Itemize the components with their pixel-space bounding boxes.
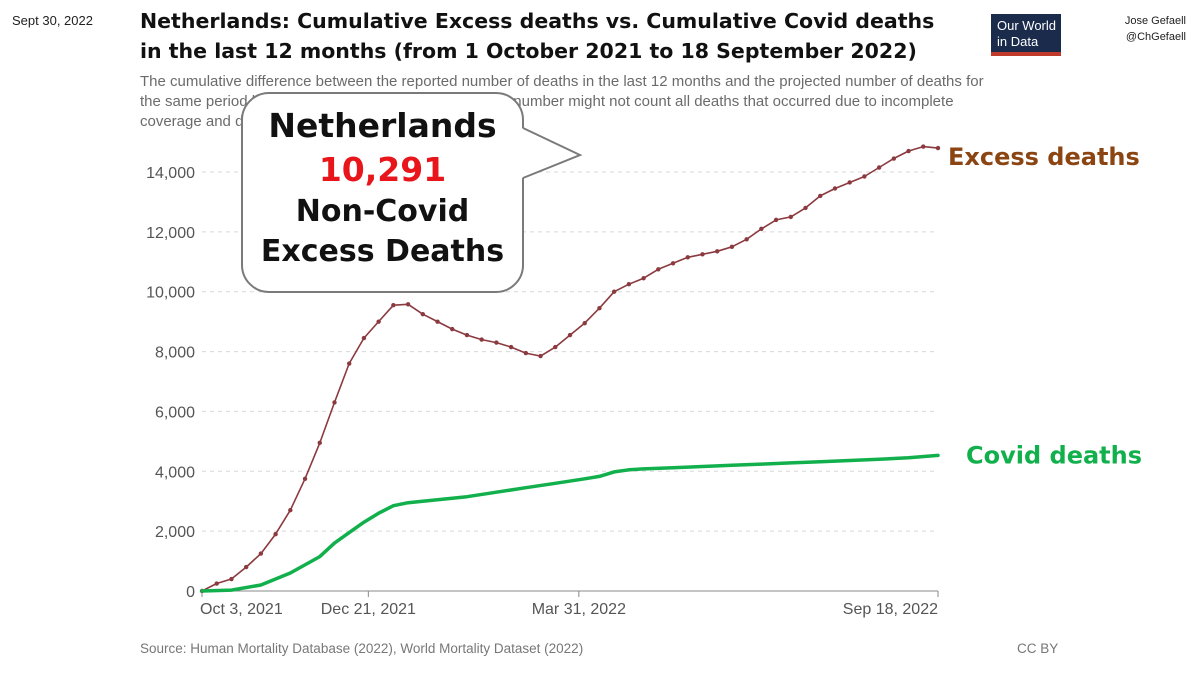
excess-deaths-point — [538, 353, 543, 359]
author-credit: Jose Gefaell @ChGefaell — [1125, 13, 1186, 45]
y-tick-label: 12,000 — [146, 225, 195, 242]
x-tick-label: Dec 21, 2021 — [321, 601, 416, 618]
excess-deaths-point — [479, 337, 484, 342]
excess-deaths-point — [464, 332, 470, 338]
date-label: Sept 30, 2022 — [12, 13, 93, 28]
callout-line-4: Excess Deaths — [260, 234, 505, 269]
excess-deaths-point — [435, 319, 440, 324]
excess-deaths-point — [773, 217, 779, 223]
excess-deaths-point — [376, 319, 381, 324]
author-name: Jose Gefaell — [1124, 15, 1186, 27]
excess-deaths-point — [420, 311, 425, 317]
excess-deaths-point — [847, 180, 852, 185]
excess-deaths-point — [626, 282, 632, 287]
callout-bubble: Netherlands 10,291 Non-Covid Excess Deat… — [241, 92, 524, 293]
excess-deaths-point — [832, 186, 838, 191]
excess-deaths-point — [582, 320, 587, 326]
title-line-2: in the last 12 months (from 1 October 20… — [140, 39, 917, 63]
y-tick-label: 10,000 — [146, 285, 195, 302]
callout-line-3: Non-Covid — [295, 194, 470, 229]
excess-deaths-point — [935, 145, 941, 151]
x-tick-label: Sep 18, 2022 — [843, 601, 938, 618]
logo-red-bar — [991, 52, 1061, 56]
logo-line-2: in Data — [997, 34, 1039, 49]
excess-deaths-point — [788, 214, 793, 220]
x-tick-label: Oct 3, 2021 — [200, 601, 283, 618]
excess-deaths-point — [818, 193, 823, 199]
excess-deaths-label: Excess deaths — [948, 143, 1140, 171]
excess-deaths-point — [891, 156, 897, 161]
title-line-1: Netherlands: Cumulative Excess deaths vs… — [140, 9, 935, 33]
y-tick-label: 2,000 — [155, 524, 195, 541]
excess-deaths-point — [759, 226, 764, 232]
excess-deaths-point — [876, 165, 882, 170]
excess-deaths-point — [494, 340, 499, 345]
excess-deaths-point — [243, 564, 249, 570]
excess-deaths-point — [258, 551, 264, 556]
excess-deaths-point — [921, 144, 926, 149]
excess-deaths-point — [906, 148, 911, 154]
excess-deaths-point — [611, 289, 617, 294]
excess-deaths-point — [229, 576, 234, 582]
excess-deaths-point — [347, 361, 352, 366]
excess-deaths-point — [553, 344, 558, 350]
excess-deaths-point — [405, 302, 411, 307]
excess-deaths-point — [597, 305, 602, 311]
license-link[interactable]: CC BY — [1017, 641, 1059, 656]
excess-deaths-point — [862, 174, 867, 179]
series-group — [199, 144, 941, 594]
excess-deaths-point — [744, 237, 749, 242]
excess-deaths-point — [450, 326, 455, 332]
x-tick-label: Mar 31, 2022 — [532, 601, 626, 618]
author-handle: @ChGefaell — [1125, 31, 1186, 43]
excess-deaths-point — [729, 244, 735, 250]
excess-deaths-point — [700, 252, 705, 257]
source-note: Source: Human Mortality Database (2022),… — [140, 641, 584, 656]
excess-deaths-point — [803, 205, 808, 211]
callout-country: Netherlands — [268, 106, 497, 145]
covid-deaths-line — [200, 453, 940, 593]
excess-deaths-point — [332, 400, 337, 405]
y-tick-label: 6,000 — [155, 404, 195, 421]
y-axis-ticks: 0 2,000 4,000 6,000 8,000 10,000 12,000 14,000 — [146, 165, 195, 601]
excess-deaths-point — [685, 255, 690, 260]
owid-logo[interactable]: Our World in Data — [991, 14, 1061, 56]
excess-deaths-point — [715, 249, 720, 254]
excess-deaths-point — [317, 440, 322, 446]
excess-deaths-point — [656, 267, 661, 272]
excess-deaths-point — [670, 261, 676, 266]
chart-title: Netherlands: Cumulative Excess deaths vs… — [140, 6, 960, 66]
excess-deaths-point — [641, 276, 646, 281]
y-tick-label: 4,000 — [155, 464, 195, 481]
y-tick-label: 14,000 — [146, 165, 195, 182]
x-axis: Oct 3, 2021 Dec 21, 2021 Mar 31, 2022 Sep 1… — [200, 590, 939, 618]
covid-deaths-label: Covid deaths — [966, 441, 1142, 469]
series-labels: Excess deaths Covid deaths — [948, 143, 1142, 469]
excess-deaths-point — [288, 507, 293, 513]
excess-deaths-point — [391, 302, 396, 308]
y-tick-label: 0 — [186, 584, 195, 601]
excess-deaths-point — [567, 332, 573, 338]
y-tick-label: 8,000 — [155, 345, 195, 362]
excess-deaths-point — [523, 350, 529, 356]
excess-deaths-point — [302, 476, 308, 481]
excess-deaths-point — [273, 531, 278, 537]
excess-deaths-point — [361, 335, 367, 341]
excess-deaths-point — [214, 581, 219, 586]
subtitle-line-1: The cumulative difference between the re… — [140, 73, 984, 90]
excess-deaths-point — [508, 344, 514, 350]
logo-line-1: Our World — [997, 18, 1056, 33]
callout-value: 10,291 — [318, 150, 447, 189]
